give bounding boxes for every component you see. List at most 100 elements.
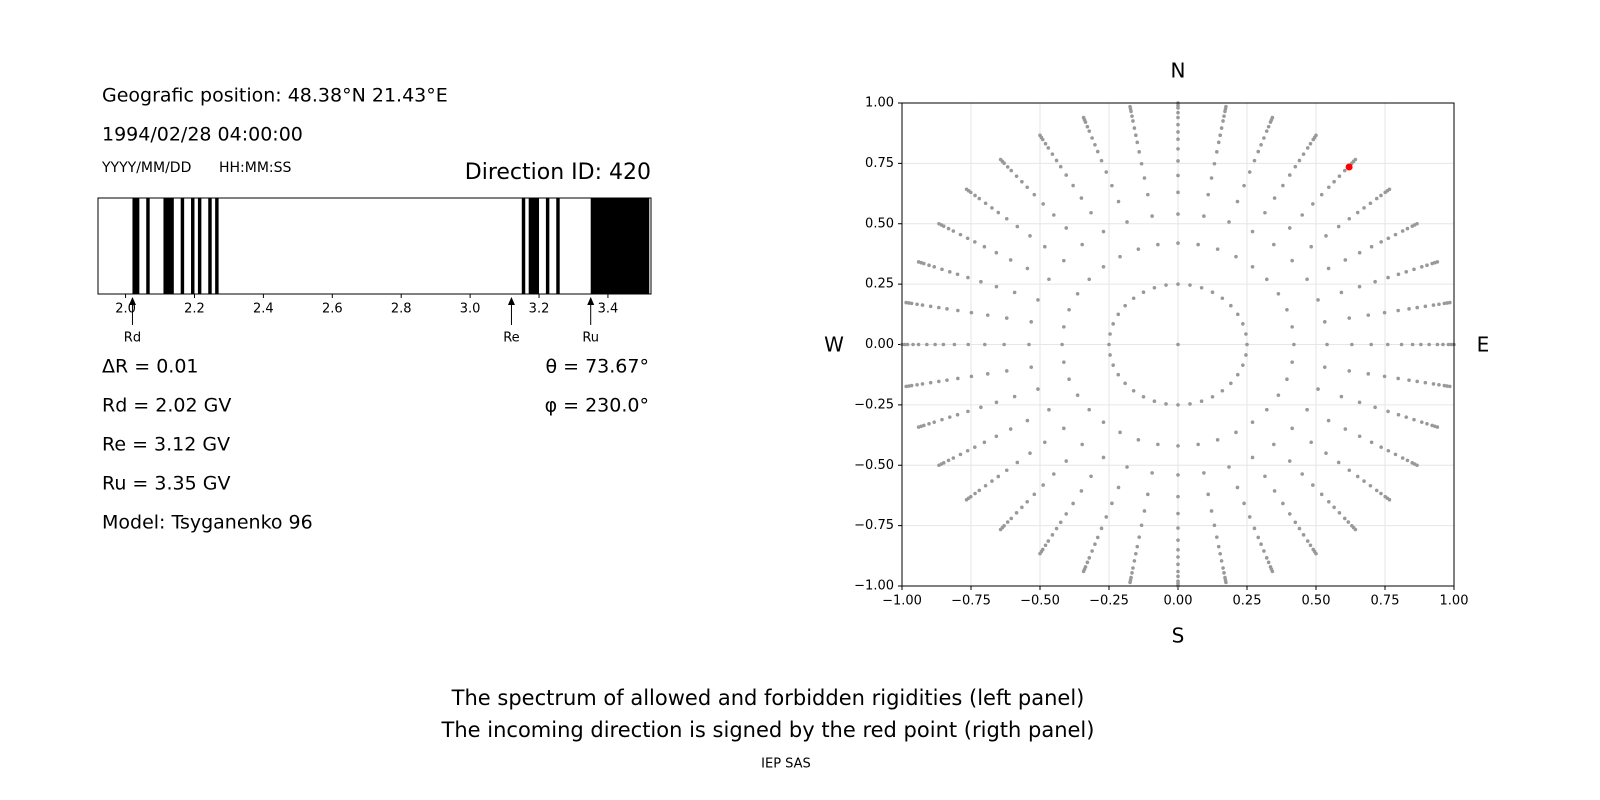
y-tick-label: −1.00 [854,579,894,594]
direction-point [1067,377,1071,381]
direction-point [983,201,988,206]
direction-point [1431,382,1436,386]
direction-point [1256,149,1261,154]
direction-point [1235,372,1240,377]
direction-point [1300,213,1304,217]
direction-point [1052,472,1056,476]
direction-point [996,474,1001,479]
direction-point [1093,542,1097,547]
direction-point [1368,201,1373,206]
direction-point [1300,472,1304,476]
direction-point [1067,308,1071,312]
direction-point [1150,471,1154,475]
direction-point [1337,511,1342,515]
forbidden-band [556,198,560,294]
direction-point [925,342,929,347]
direction-point [1043,543,1048,548]
direction-point [1250,229,1255,234]
x-tick-label: 3.2 [529,302,550,317]
spectrum-frame [97,197,652,295]
marker-label: Ru [582,331,599,346]
direction-point [1259,142,1263,147]
direction-point [1276,291,1281,296]
direction-point [1281,501,1285,506]
direction-point [902,342,907,347]
direction-point [1221,119,1225,123]
direction-point [1064,512,1069,516]
footer-line: The incoming direction is signed by the … [441,718,1095,742]
forbidden-band [545,198,550,294]
direction-point [1130,571,1134,575]
direction-point [1419,265,1424,269]
direction-point [1206,192,1210,197]
x-tick-label: −0.25 [1089,594,1129,609]
direction-point [1081,569,1086,574]
direction-point [1227,465,1231,469]
direction-point [1025,418,1030,423]
direction-point [1287,173,1292,177]
direction-point [1079,196,1084,200]
direction-point [1374,196,1379,201]
direction-point [1442,301,1447,306]
direction-point [1281,183,1285,188]
direction-point [1176,159,1180,163]
direction-point [1297,526,1302,531]
direction-point [1052,213,1056,217]
direction-point [937,463,941,468]
y-tick-label: 0.50 [865,216,894,231]
direction-point [1264,556,1269,560]
direction-point [1272,489,1277,493]
direction-point [1264,277,1269,282]
direction-point [977,488,982,493]
direction-point [1128,580,1132,585]
direction-point [920,382,925,386]
direction-point [1366,313,1371,317]
direction-point [1209,509,1214,513]
model: Model: Tsyganenko 96 [102,512,313,534]
direction-point [1206,492,1210,497]
direction-point [1176,526,1180,530]
direction-point [945,307,949,311]
direction-point [1176,130,1180,134]
direction-point [1387,497,1392,502]
direction-point [1322,365,1327,369]
direction-point [1005,165,1010,169]
direction-point [1054,526,1059,531]
direction-point [932,265,937,269]
direction-point [1247,515,1252,519]
direction-point [941,342,946,347]
direction-point [1244,353,1248,357]
direction-point [1125,465,1129,469]
direction-point [1435,260,1440,264]
direction-point [966,409,970,414]
forbidden-band [208,198,212,294]
direction-point [1235,485,1240,490]
direction-point [1357,400,1362,405]
forbidden-band [197,198,202,294]
direction-point [1215,247,1220,251]
direction-point [1111,363,1115,367]
direction-point [1410,342,1415,347]
direction-point [1347,216,1352,221]
direction-point [1234,254,1238,259]
direction-point [1342,168,1347,173]
direction-point [1400,456,1405,460]
direction-point [1264,407,1269,412]
direction-point [1229,303,1233,308]
direction-point [1285,377,1289,381]
direction-point [1292,342,1296,347]
direction-point [1123,381,1127,386]
direction-point [1050,152,1055,156]
direction-point [1305,277,1309,282]
direction-point [1134,551,1138,556]
direction-point [1449,342,1454,347]
direction-point [1250,420,1255,424]
direction-point [1212,523,1217,528]
direction-point [983,342,987,347]
direction-point [1095,149,1100,154]
direction-point [933,342,937,347]
direction-point [1293,520,1298,525]
direction-point [1272,442,1276,447]
direction-point [1015,460,1020,465]
